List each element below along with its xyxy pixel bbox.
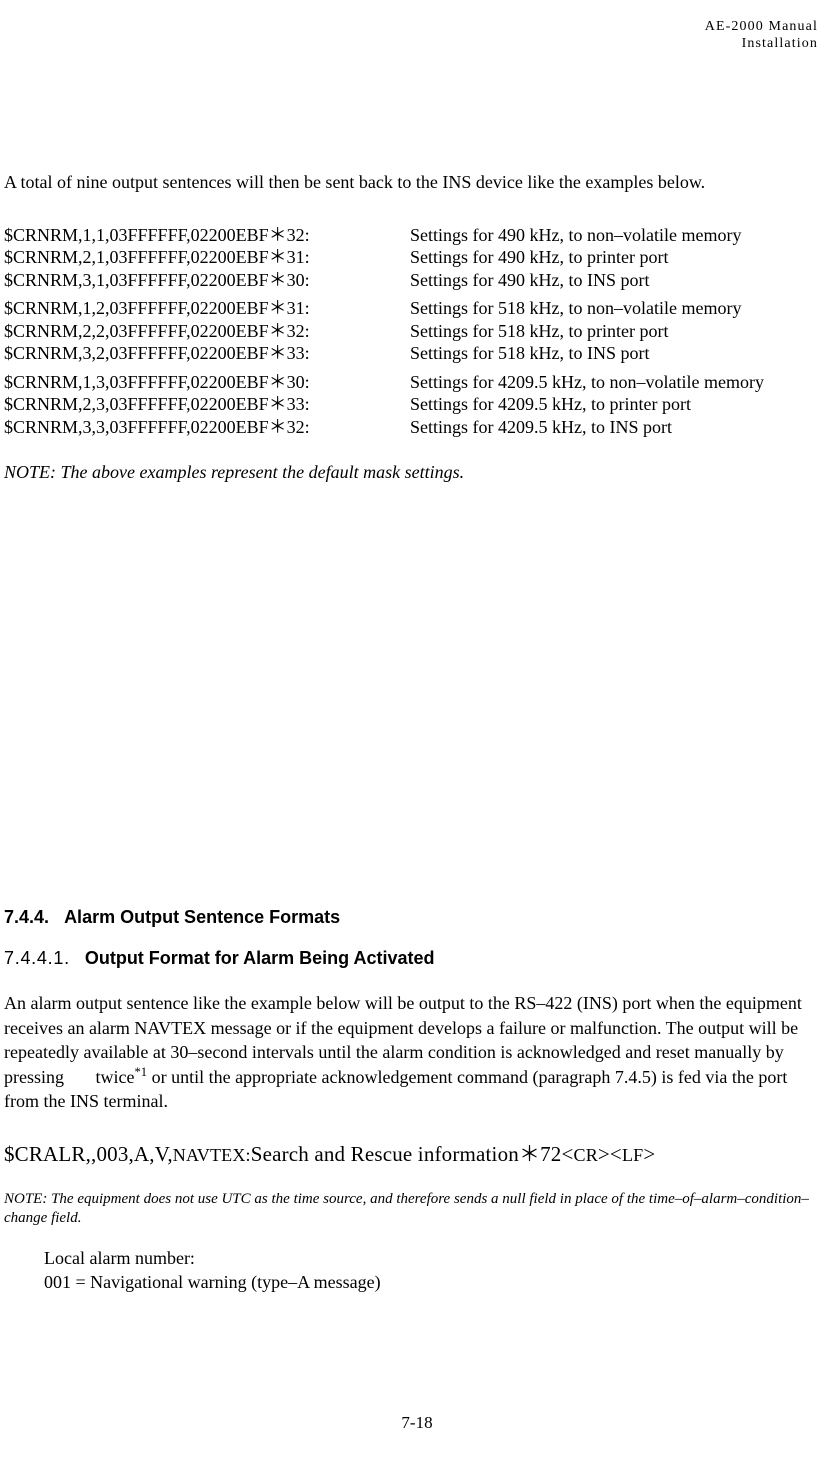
cmd-desc: Settings for 490 kHz, to INS port	[410, 269, 649, 292]
heading-number: 7.4.4.	[4, 907, 49, 927]
sent-p8: >	[643, 1142, 655, 1166]
header-line1: AE-2000 Manual	[4, 18, 818, 36]
cmd-desc: Settings for 518 kHz, to INS port	[410, 342, 649, 365]
cmd-text: $CRNRM,3,2,03FFFFFF,02200EBF＊33:	[4, 342, 410, 365]
sent-p4: ＊72<	[519, 1142, 574, 1166]
heading-title: Output Format for Alarm Being Activated	[85, 948, 435, 968]
intro-paragraph: A total of nine output sentences will th…	[4, 170, 818, 194]
sent-p5: CR	[574, 1145, 598, 1165]
cmd-desc: Settings for 4209.5 kHz, to non–volatile…	[410, 371, 764, 394]
cmd-desc: Settings for 490 kHz, to non–volatile me…	[410, 224, 741, 247]
sentence-examples-block: $CRNRM,1,1,03FFFFFF,02200EBF＊32:Settings…	[4, 224, 818, 439]
cmd-desc: Settings for 518 kHz, to non–volatile me…	[410, 297, 741, 320]
heading-title: Alarm Output Sentence Formats	[64, 907, 340, 927]
heading-7-4-4: 7.4.4. Alarm Output Sentence Formats	[4, 907, 818, 928]
heading-7-4-4-1: 7.4.4.1. Output Format for Alarm Being A…	[4, 948, 818, 969]
local-alarm-block: Local alarm number: 001 = Navigational w…	[44, 1247, 818, 1294]
heading-number: 7.4.4.1.	[4, 948, 70, 968]
cmd-text: $CRNRM,2,1,03FFFFFF,02200EBF＊31:	[4, 246, 410, 269]
sent-p7: LF	[622, 1145, 643, 1165]
cmd-desc: Settings for 490 kHz, to printer port	[410, 246, 668, 269]
cmd-text: $CRNRM,1,2,03FFFFFF,02200EBF＊31:	[4, 297, 410, 320]
cmd-text: $CRNRM,2,3,03FFFFFF,02200EBF＊33:	[4, 393, 410, 416]
cmd-text: $CRNRM,3,3,03FFFFFF,02200EBF＊32:	[4, 416, 410, 439]
cmd-text: $CRNRM,1,3,03FFFFFF,02200EBF＊30:	[4, 371, 410, 394]
sent-p3: Search and Rescue information	[251, 1142, 519, 1166]
cmd-desc: Settings for 4209.5 kHz, to printer port	[410, 393, 691, 416]
footnote-marker: *1	[134, 1065, 147, 1079]
header-line2: Installation	[4, 36, 818, 52]
alarm-item: 001 = Navigational warning (type–A messa…	[44, 1271, 818, 1294]
cmd-text: $CRNRM,1,1,03FFFFFF,02200EBF＊32:	[4, 224, 410, 247]
page-number: 7-18	[0, 1413, 834, 1433]
note-default-mask: NOTE: The above examples represent the d…	[4, 462, 818, 483]
note-utc: NOTE: The equipment does not use UTC as …	[4, 1190, 818, 1228]
cmd-text: $CRNRM,2,2,03FFFFFF,02200EBF＊32:	[4, 320, 410, 343]
alarm-label: Local alarm number:	[44, 1247, 818, 1270]
sent-p2: NAVTEX:	[173, 1145, 251, 1165]
cmd-desc: Settings for 4209.5 kHz, to INS port	[410, 416, 672, 439]
sent-p1: $CRALR,,003,A,V,	[4, 1142, 173, 1166]
cmd-text: $CRNRM,3,1,03FFFFFF,02200EBF＊30:	[4, 269, 410, 292]
sent-p6: ><	[598, 1142, 622, 1166]
alarm-sentence-example: $CRALR,,003,A,V,NAVTEX:Search and Rescue…	[4, 1138, 818, 1168]
alarm-output-paragraph: An alarm output sentence like the exampl…	[4, 991, 818, 1113]
cmd-desc: Settings for 518 kHz, to printer port	[410, 320, 668, 343]
